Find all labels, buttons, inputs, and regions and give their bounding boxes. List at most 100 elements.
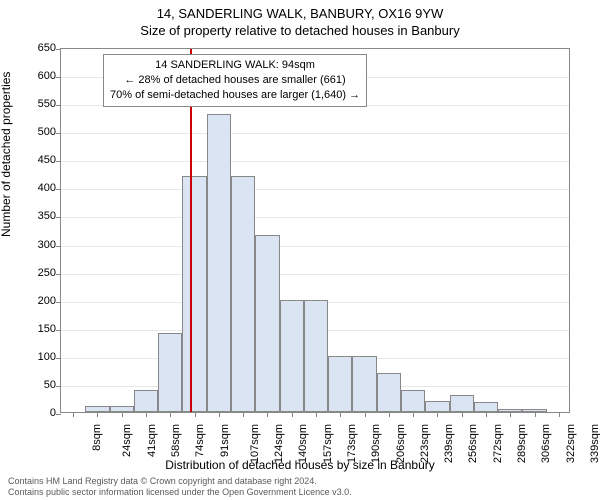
ytick-mark [56,414,61,415]
xtick-label: 107sqm [249,424,261,463]
footer-line2: Contains public sector information licen… [8,487,352,498]
histogram-bar [401,390,425,412]
ytick-mark [56,302,61,303]
xtick-mark [559,412,560,417]
xtick-label: 306sqm [540,424,552,463]
ytick-mark [56,77,61,78]
xtick-label: 239sqm [443,424,455,463]
histogram-bar [134,390,158,412]
title-main: 14, SANDERLING WALK, BANBURY, OX16 9YW [0,0,600,21]
xtick-label: 206sqm [395,424,407,463]
xtick-mark [535,412,536,417]
histogram-bar [474,402,498,412]
footer: Contains HM Land Registry data © Crown c… [8,476,352,498]
xtick-mark [195,412,196,417]
ytick-mark [56,358,61,359]
histogram-bar [352,356,376,412]
ytick-label: 550 [38,98,56,110]
ytick-label: 300 [38,239,56,251]
ytick-label: 50 [44,379,56,391]
histogram-bar [377,373,401,412]
ytick-label: 150 [38,323,56,335]
histogram-bar [231,176,255,412]
ytick-mark [56,274,61,275]
footer-line1: Contains HM Land Registry data © Crown c… [8,476,352,487]
ytick-mark [56,133,61,134]
xtick-label: 74sqm [194,424,206,457]
xtick-label: 256sqm [468,424,480,463]
ytick-label: 350 [38,210,56,222]
xtick-mark [462,412,463,417]
gridline [61,274,569,275]
gridline [61,217,569,218]
xtick-mark [413,412,414,417]
ytick-mark [56,161,61,162]
xtick-mark [340,412,341,417]
ytick-mark [56,217,61,218]
xtick-mark [97,412,98,417]
ytick-mark [56,105,61,106]
gridline [61,133,569,134]
gridline [61,161,569,162]
annotation-line3: 70% of semi-detached houses are larger (… [110,88,360,103]
xtick-label: 173sqm [346,424,358,463]
ytick-mark [56,246,61,247]
ytick-label: 400 [38,182,56,194]
xtick-label: 124sqm [273,424,285,463]
xtick-label: 41sqm [146,424,158,457]
histogram-bar [182,176,206,412]
xtick-label: 289sqm [516,424,528,463]
xtick-mark [389,412,390,417]
ytick-label: 600 [38,70,56,82]
xtick-label: 223sqm [419,424,431,463]
ytick-label: 500 [38,126,56,138]
xtick-label: 91sqm [219,424,231,457]
histogram-bar [425,401,449,412]
histogram-bar [207,114,231,412]
xtick-mark [170,412,171,417]
xtick-mark [146,412,147,417]
xtick-label: 24sqm [121,424,133,457]
xtick-mark [486,412,487,417]
ytick-mark [56,330,61,331]
xtick-label: 140sqm [298,424,310,463]
ytick-mark [56,386,61,387]
title-sub: Size of property relative to detached ho… [0,21,600,38]
xtick-label: 8sqm [91,424,103,451]
xtick-mark [437,412,438,417]
xtick-mark [510,412,511,417]
histogram-bar [328,356,352,412]
xtick-label: 58sqm [170,424,182,457]
xtick-mark [365,412,366,417]
ytick-label: 250 [38,267,56,279]
annotation-box: 14 SANDERLING WALK: 94sqm ← 28% of detac… [103,54,367,107]
xtick-mark [219,412,220,417]
gridline [61,189,569,190]
xtick-mark [243,412,244,417]
annotation-line2: ← 28% of detached houses are smaller (66… [110,73,360,88]
ytick-label: 0 [50,407,56,419]
xtick-mark [292,412,293,417]
xtick-label: 322sqm [565,424,577,463]
ytick-mark [56,49,61,50]
ytick-mark [56,189,61,190]
xtick-mark [267,412,268,417]
xtick-label: 157sqm [322,424,334,463]
annotation-line1: 14 SANDERLING WALK: 94sqm [110,58,360,73]
gridline [61,246,569,247]
xtick-label: 272sqm [492,424,504,463]
histogram-bar [304,300,328,412]
histogram-bar [158,333,182,412]
histogram-bar [280,300,304,412]
histogram-bar [450,395,474,412]
xtick-mark [122,412,123,417]
xtick-label: 339sqm [589,424,600,463]
ytick-label: 650 [38,42,56,54]
xtick-mark [316,412,317,417]
plot-area: 14 SANDERLING WALK: 94sqm ← 28% of detac… [60,48,570,413]
xtick-mark [73,412,74,417]
y-axis-label: Number of detached properties [0,72,13,237]
histogram-bar [255,235,279,412]
xtick-label: 190sqm [370,424,382,463]
ytick-label: 450 [38,154,56,166]
